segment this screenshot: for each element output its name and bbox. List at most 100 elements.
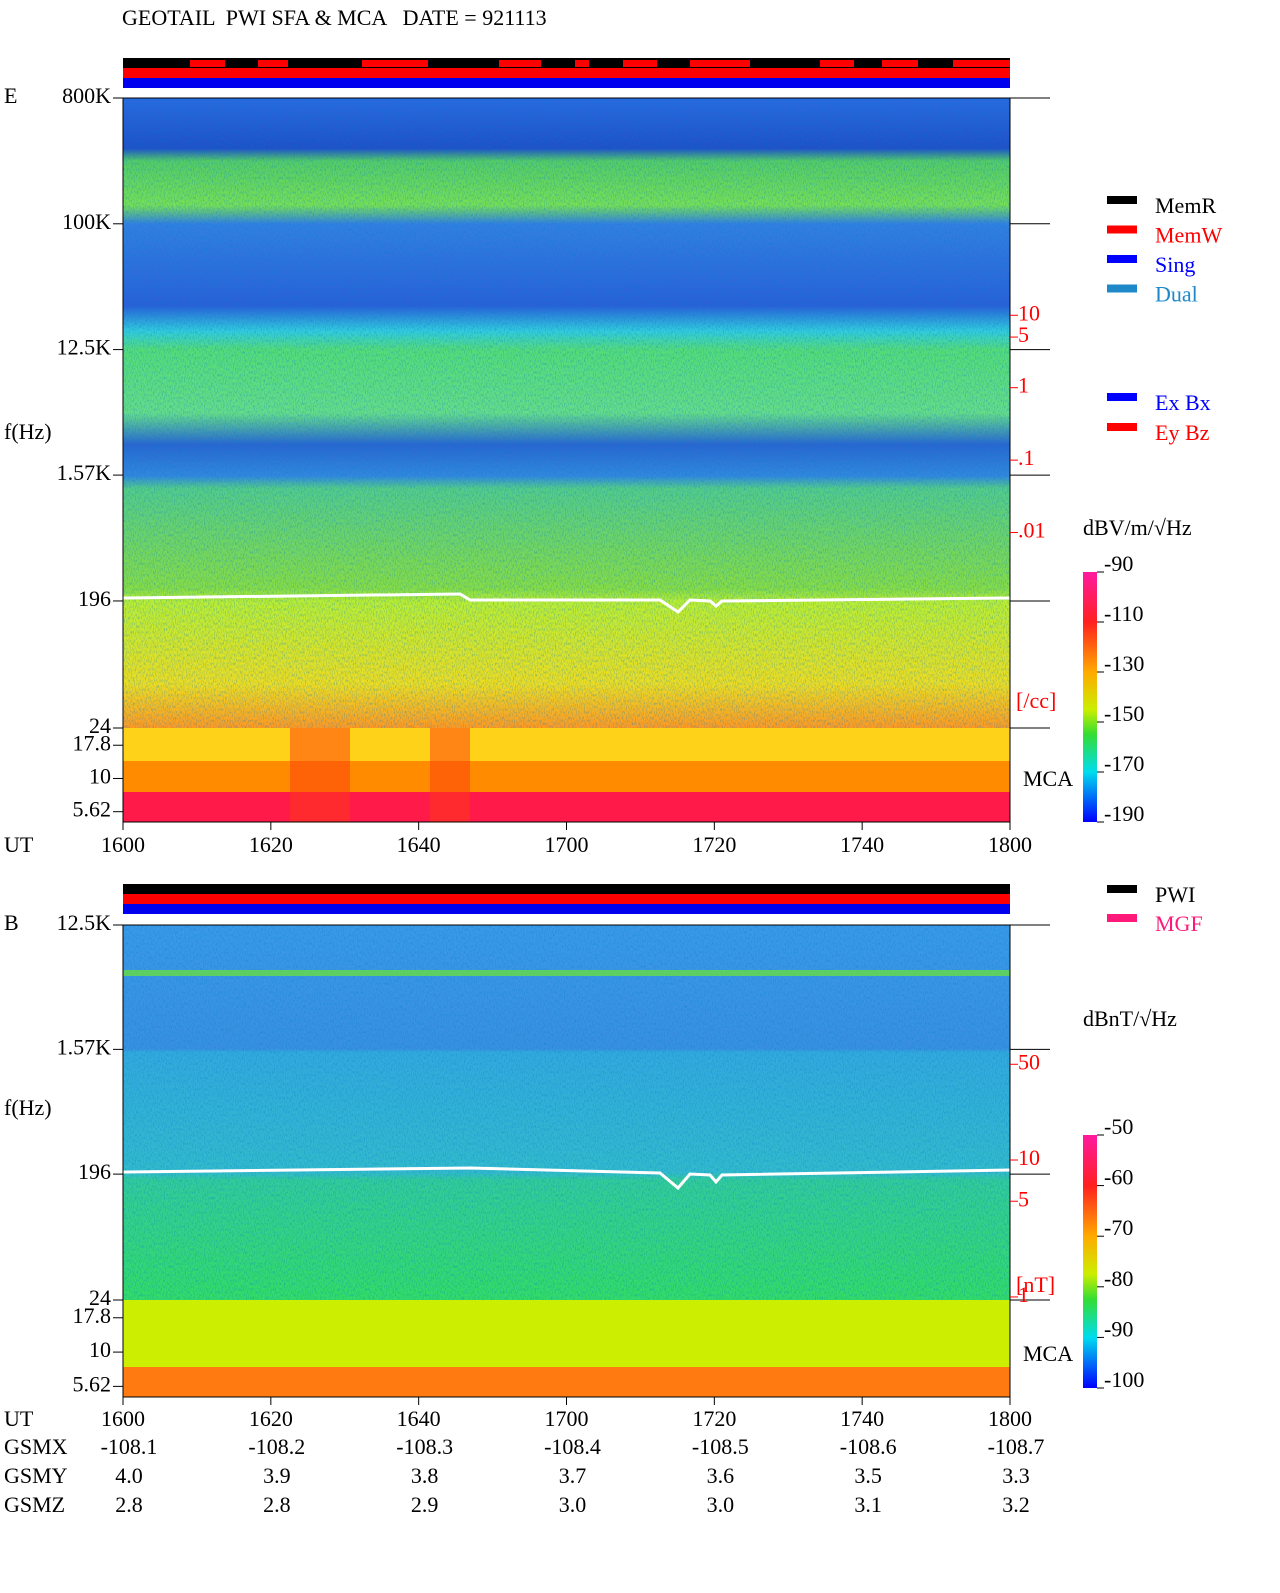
orbit-value: -108.5 xyxy=(692,1434,749,1459)
colorbar-tick-label: -130 xyxy=(1104,651,1144,676)
mca-tick-label: 5.62 xyxy=(73,1371,112,1396)
legend-swatch xyxy=(1107,284,1137,293)
y2-tick-label: 10 xyxy=(1018,1145,1040,1170)
legend-swatch xyxy=(1107,225,1137,234)
colorbar-tick-label: -50 xyxy=(1104,1114,1133,1139)
orbit-value: 4.0 xyxy=(115,1463,143,1488)
colorbar-tick-label: -80 xyxy=(1104,1266,1133,1291)
x-tick-label: 1600 xyxy=(101,1406,145,1431)
y-axis-label: f(Hz) xyxy=(4,419,52,444)
orbit-value: 3.7 xyxy=(559,1463,587,1488)
orbit-value: 3.0 xyxy=(559,1492,587,1517)
x-tick-label: 1640 xyxy=(397,1406,441,1431)
x-tick-label: 1740 xyxy=(840,1406,884,1431)
colorbar-tick-label: -100 xyxy=(1104,1367,1144,1392)
mca-tick-label: 17.8 xyxy=(73,1303,112,1328)
legend-label: MGF xyxy=(1155,911,1203,936)
x-axis-label: UT xyxy=(4,832,34,857)
x-tick-label: 1740 xyxy=(840,832,884,857)
y-tick-label: 1.57K xyxy=(57,1034,112,1059)
orbit-value: 3.9 xyxy=(263,1463,291,1488)
legend-swatch xyxy=(1107,196,1137,204)
orbit-value: 3.3 xyxy=(1002,1463,1030,1488)
orbit-value: -108.6 xyxy=(840,1434,897,1459)
x-tick-label: 1620 xyxy=(249,832,293,857)
orbit-value: 3.8 xyxy=(411,1463,439,1488)
title: GEOTAIL PWI SFA & MCA DATE = 921113 xyxy=(122,5,547,30)
x-tick-label: 1620 xyxy=(249,1406,293,1431)
orbit-value: 2.8 xyxy=(263,1492,291,1517)
legend-label: MemW xyxy=(1155,223,1222,248)
legend-swatch xyxy=(1107,423,1137,431)
colorbar-label: dBV/m/√Hz xyxy=(1083,515,1192,540)
orbit-value: -108.4 xyxy=(544,1434,601,1459)
panel-label: E xyxy=(4,83,17,108)
legend-swatch xyxy=(1107,393,1137,401)
legend-label: Ex Bx xyxy=(1155,390,1211,415)
x-tick-label: 1800 xyxy=(988,832,1032,857)
legend-label: MemR xyxy=(1155,193,1216,218)
orbit-row-label: GSMX xyxy=(4,1434,68,1459)
y-tick-label: 12.5K xyxy=(57,335,112,360)
orbit-value: -108.2 xyxy=(248,1434,305,1459)
orbit-value: 2.8 xyxy=(115,1492,143,1517)
legend-label: PWI xyxy=(1155,882,1195,907)
x-tick-label: 1640 xyxy=(397,832,441,857)
x-tick-label: 1700 xyxy=(545,832,589,857)
x-tick-label: 1720 xyxy=(692,1406,736,1431)
y-tick-label: 1.57K xyxy=(57,460,112,485)
mca-tick-label: 5.62 xyxy=(73,797,112,822)
y2-tick-label: 50 xyxy=(1018,1049,1040,1074)
y-tick-label: 24 xyxy=(89,1285,111,1310)
mca-tick-label: 10 xyxy=(89,1337,111,1362)
spectrogram-e xyxy=(122,58,1011,822)
orbit-row-label: GSMY xyxy=(4,1463,68,1488)
mca-label: MCA xyxy=(1023,1341,1073,1366)
colorbar-tick-label: -190 xyxy=(1104,801,1144,826)
orbit-value: 3.5 xyxy=(854,1463,882,1488)
orbit-value: 3.0 xyxy=(707,1492,735,1517)
legend-label: Ey Bz xyxy=(1155,420,1210,445)
x-tick-label: 1720 xyxy=(692,832,736,857)
y-tick-label: 800K xyxy=(62,83,111,108)
y2-label: [/cc] xyxy=(1016,688,1056,713)
orbit-value: 3.6 xyxy=(707,1463,735,1488)
y-tick-label: 24 xyxy=(89,713,111,738)
colorbar-tick-label: -90 xyxy=(1104,1316,1133,1341)
colorbar-tick-label: -150 xyxy=(1104,701,1144,726)
y2-tick-label: 1 xyxy=(1018,1282,1029,1307)
colorbar-tick-label: -90 xyxy=(1104,551,1133,576)
colorbar-tick-label: -70 xyxy=(1104,1215,1133,1240)
legend-label: Sing xyxy=(1155,252,1195,277)
orbit-value: -108.3 xyxy=(396,1434,453,1459)
orbit-value: 3.1 xyxy=(854,1492,882,1517)
orbit-value: 3.2 xyxy=(1002,1492,1030,1517)
y2-tick-label: 1 xyxy=(1018,373,1029,398)
colorbar xyxy=(1083,572,1097,822)
y2-label: [nT] xyxy=(1016,1272,1055,1297)
mca-tick-label: 10 xyxy=(89,764,111,789)
legend-label: Dual xyxy=(1155,282,1198,307)
y-axis-label: f(Hz) xyxy=(4,1095,52,1120)
y2-tick-label: 10 xyxy=(1018,300,1040,325)
spectrogram-b xyxy=(122,884,1011,1397)
y-tick-label: 12.5K xyxy=(57,910,112,935)
x-axis-label: UT xyxy=(4,1406,34,1431)
y2-tick-label: .01 xyxy=(1018,518,1046,543)
y-tick-label: 100K xyxy=(62,209,111,234)
colorbar-tick-label: -60 xyxy=(1104,1165,1133,1190)
legend-swatch xyxy=(1107,885,1137,893)
y2-tick-label: .1 xyxy=(1018,445,1035,470)
mca-tick-label: 17.8 xyxy=(73,730,112,755)
y2-tick-label: 5 xyxy=(1018,1186,1029,1211)
y2-tick-label: 5 xyxy=(1018,322,1029,347)
legend-swatch xyxy=(1107,255,1137,263)
orbit-value: 2.9 xyxy=(411,1492,439,1517)
colorbar-label: dBnT/√Hz xyxy=(1083,1006,1177,1031)
legend-swatch xyxy=(1107,914,1137,922)
x-tick-label: 1700 xyxy=(545,1406,589,1431)
x-tick-label: 1600 xyxy=(101,832,145,857)
y-tick-label: 196 xyxy=(78,1159,111,1184)
y-tick-label: 196 xyxy=(78,586,111,611)
